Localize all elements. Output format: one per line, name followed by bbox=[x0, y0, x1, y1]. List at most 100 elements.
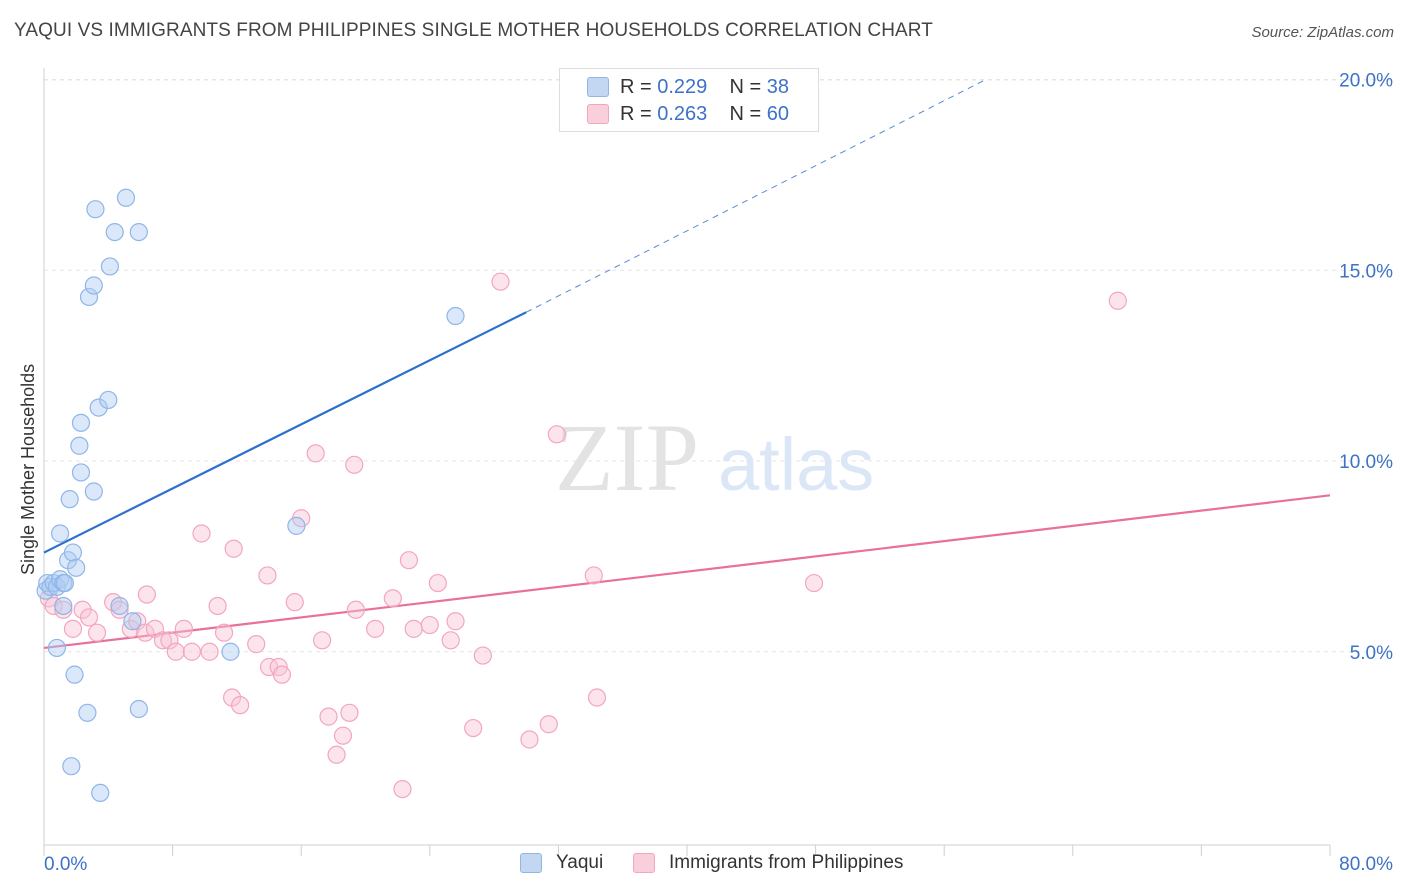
philippines-point bbox=[121, 619, 140, 638]
y-tick-label: 15.0% bbox=[1339, 261, 1393, 282]
philippines-point bbox=[208, 596, 227, 616]
philippines-point bbox=[520, 730, 539, 749]
yaqui-point bbox=[71, 413, 91, 432]
philippines-point bbox=[174, 619, 193, 638]
yaqui-point bbox=[91, 783, 110, 803]
philippines-point bbox=[214, 623, 234, 642]
yaqui-point bbox=[65, 665, 84, 684]
yaqui-point bbox=[116, 188, 136, 207]
bottom-legend-swatch-philippines bbox=[633, 853, 655, 873]
yaqui-point bbox=[84, 276, 103, 295]
philippines-point bbox=[224, 539, 243, 558]
bottom-legend-philippines: Immigrants from Philippines bbox=[633, 852, 903, 874]
philippines-point bbox=[79, 608, 99, 627]
yaqui-point bbox=[67, 558, 86, 577]
x-tick-label: 80.0% bbox=[1339, 854, 1393, 875]
philippines-point bbox=[446, 612, 465, 631]
philippines-point bbox=[44, 596, 63, 616]
philippines-point bbox=[340, 703, 359, 722]
bottom-legend-label-philippines: Immigrants from Philippines bbox=[669, 852, 904, 873]
philippines-point bbox=[464, 718, 483, 738]
yaqui-trend-line bbox=[43, 311, 527, 554]
philippines-point bbox=[473, 646, 492, 665]
bottom-legend-swatch-yaqui bbox=[520, 853, 542, 873]
source-label: Source: ZipAtlas.com bbox=[1251, 24, 1394, 41]
philippines-point bbox=[1108, 291, 1127, 310]
yaqui-point bbox=[86, 200, 105, 219]
bottom-legend-label-yaqui: Yaqui bbox=[556, 852, 604, 873]
philippines-point bbox=[404, 619, 423, 638]
yaqui-point bbox=[47, 638, 66, 658]
yaqui-point bbox=[129, 699, 148, 719]
philippines-point bbox=[393, 779, 412, 799]
philippines-point bbox=[491, 272, 510, 291]
yaqui-point bbox=[287, 516, 306, 535]
philippines-point bbox=[54, 600, 73, 619]
yaqui-point bbox=[60, 490, 79, 509]
philippines-point bbox=[258, 566, 277, 585]
philippines-point bbox=[137, 585, 156, 604]
philippines-point bbox=[547, 425, 566, 444]
trend-lines bbox=[43, 79, 1331, 650]
tick-labels: 5.0% 10.0% 15.0% 20.0% 0.0% 80.0% bbox=[44, 71, 1393, 876]
yaqui-point bbox=[63, 543, 83, 562]
philippines-point bbox=[306, 444, 325, 463]
philippines-point bbox=[73, 600, 92, 619]
yaqui-point bbox=[70, 436, 89, 455]
legend-r-value: 0.263 bbox=[657, 102, 708, 125]
yaqui-point bbox=[62, 757, 81, 776]
philippines-point bbox=[247, 635, 266, 654]
philippines-point bbox=[63, 619, 83, 638]
philippines-point bbox=[272, 665, 292, 684]
philippines-trend-line bbox=[43, 494, 1331, 650]
yaqui-point bbox=[100, 257, 120, 276]
legend-n-label: N = bbox=[729, 102, 762, 125]
watermark: ZIP atlas bbox=[555, 404, 874, 511]
philippines-point bbox=[333, 726, 353, 745]
yaqui-point bbox=[79, 287, 99, 307]
philippines-point bbox=[399, 551, 419, 570]
bottom-legend-yaqui: Yaqui bbox=[520, 852, 603, 874]
y-tick-label: 10.0% bbox=[1339, 452, 1393, 473]
yaqui-point bbox=[71, 463, 91, 482]
yaqui-point bbox=[446, 306, 465, 326]
philippines-point bbox=[366, 619, 385, 638]
legend-n-value: 60 bbox=[766, 102, 790, 125]
yaqui-point bbox=[221, 642, 240, 661]
philippines-point bbox=[192, 524, 211, 543]
philippines-point bbox=[804, 573, 824, 593]
philippines-point bbox=[420, 615, 439, 635]
philippines-point bbox=[539, 715, 558, 734]
x-tick-label: 0.0% bbox=[44, 854, 87, 875]
axes bbox=[43, 68, 1331, 856]
watermark-zip: ZIP bbox=[555, 404, 699, 511]
legend-n-label: N = bbox=[729, 75, 762, 98]
philippines-point bbox=[153, 631, 173, 650]
legend-n-value: 38 bbox=[766, 75, 790, 98]
yaqui-point bbox=[129, 223, 148, 242]
philippines-point bbox=[327, 745, 346, 764]
y-tick-label: 5.0% bbox=[1350, 643, 1393, 664]
watermark-atlas: atlas bbox=[718, 423, 874, 506]
yaqui-point bbox=[54, 596, 73, 616]
philippines-point bbox=[346, 600, 365, 619]
philippines-point bbox=[312, 631, 332, 650]
legend-swatch-yaqui bbox=[587, 77, 609, 97]
yaqui-point bbox=[99, 390, 118, 410]
yaqui-point bbox=[89, 398, 108, 417]
philippines-point bbox=[182, 642, 201, 661]
philippines-point bbox=[136, 623, 155, 642]
philippines-point bbox=[319, 707, 338, 726]
y-tick-label: 20.0% bbox=[1339, 71, 1393, 92]
legend-r-value: 0.229 bbox=[657, 75, 708, 98]
legend-swatch-philippines bbox=[587, 104, 609, 124]
philippines-point bbox=[87, 623, 107, 642]
y-axis-label: Single Mother Households bbox=[18, 363, 38, 575]
chart-title: YAQUI VS IMMIGRANTS FROM PHILIPPINES SIN… bbox=[14, 20, 933, 41]
yaqui-trend-extension bbox=[526, 79, 987, 313]
philippines-point bbox=[231, 696, 250, 715]
yaqui-point bbox=[105, 223, 124, 242]
data-points bbox=[36, 188, 1127, 803]
philippines-point bbox=[160, 631, 179, 650]
